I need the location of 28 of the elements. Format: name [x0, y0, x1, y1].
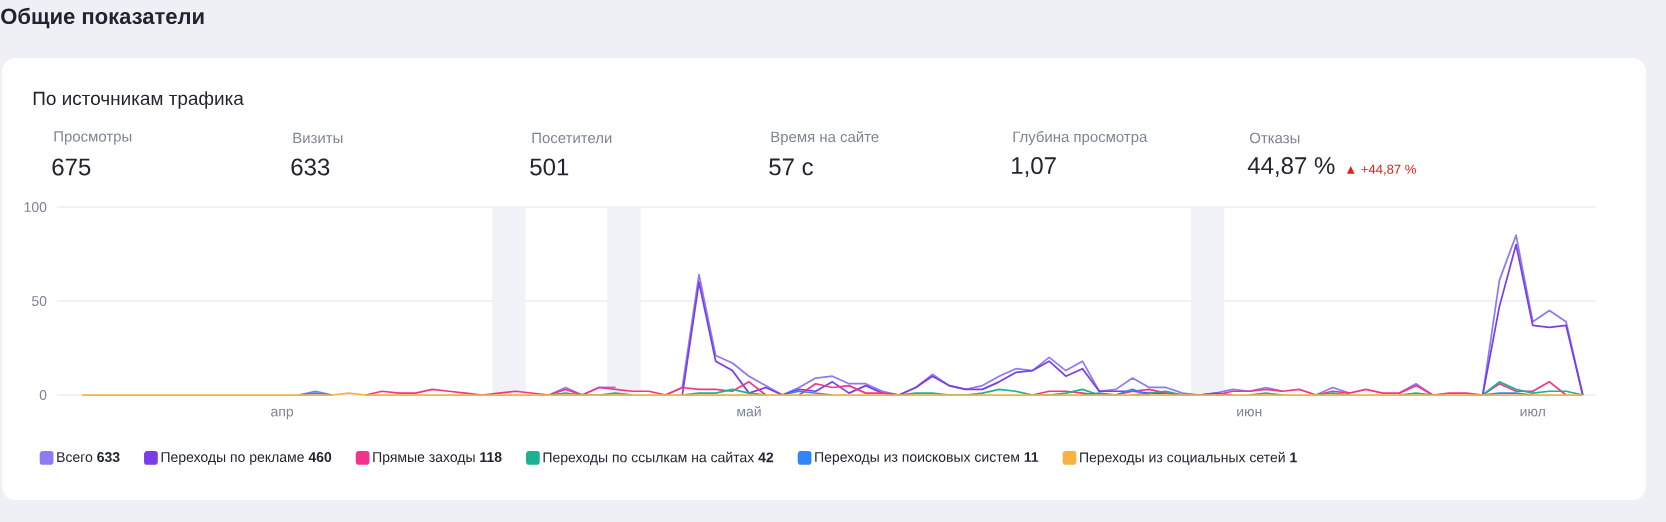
text: 44,87 %	[1247, 157, 1335, 177]
text: Отказы	[1249, 132, 1300, 144]
text: 501	[530, 158, 569, 176]
text: 1,07	[1012, 157, 1056, 177]
text: Глубина просмотра	[1013, 130, 1148, 146]
text: Время на сайте	[771, 130, 879, 146]
legend-label: Прямые заходы 118	[373, 452, 502, 465]
text: 57 с	[769, 158, 813, 176]
x-tick-label: июл	[1520, 408, 1545, 417]
x-tick-label: июн	[1237, 408, 1262, 417]
x-tick-label: май	[737, 405, 761, 417]
legend-label: Переходы из поисковых систем 11	[815, 452, 1039, 465]
chart-title: По источникам трафика	[33, 91, 244, 109]
text: Визиты	[293, 132, 343, 144]
legend-label: Переходы по рекламе 460	[161, 452, 332, 465]
text: Просмотры	[54, 131, 132, 145]
y-tick-label: 0	[39, 390, 47, 400]
legend-label: Переходы по ссылкам на сайтах 42	[543, 451, 774, 466]
x-tick-label: апр	[271, 408, 294, 420]
legend-label: Всего 633	[57, 452, 120, 463]
text: Посетители	[532, 132, 612, 144]
y-tick-label: 50	[31, 296, 47, 306]
text: 633	[291, 158, 330, 176]
y-tick-label: 100	[24, 202, 47, 212]
legend-label: Переходы из социальных сетей 1	[1080, 451, 1297, 466]
text: ▲ +44,87 %	[1346, 164, 1416, 176]
text: 675	[52, 158, 91, 176]
text: Общие показатели	[1, 7, 204, 29]
